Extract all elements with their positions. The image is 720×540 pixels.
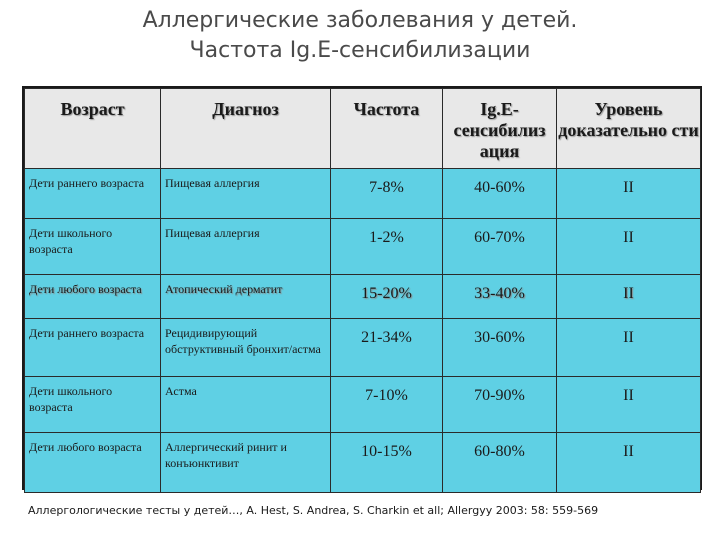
cell-ige: 70-90% [442, 376, 557, 433]
title-line-2: Частота Ig.E-сенсибилизации [189, 38, 531, 63]
cell-age: Дети любого возраста [24, 432, 161, 493]
cell-ige: 40-60% [442, 168, 557, 219]
header-age: Возраст [24, 88, 161, 169]
source-footnote: Аллергологические тесты у детей…, A. Hes… [28, 504, 599, 517]
cell-age: Дети школьного возраста [24, 376, 161, 433]
cell-age: Дети школьного возраста [24, 218, 161, 275]
header-diagnosis: Диагноз [160, 88, 331, 169]
cell-level: II [556, 318, 701, 377]
table-row: Дети школьного возраста Астма 7-10% 70-9… [24, 376, 701, 433]
header-ige: Ig.E-сенсибилиз ация [442, 88, 557, 169]
cell-diagnosis: Пищевая аллергия [160, 218, 331, 275]
cell-diagnosis: Пищевая аллергия [160, 168, 331, 219]
cell-level: II [556, 376, 701, 433]
data-table-container: Возраст Диагноз Частота Ig.E-сенсибилиз … [22, 86, 702, 493]
cell-level: II [556, 168, 701, 219]
cell-frequency: 1-2% [330, 218, 443, 275]
table-row: Дети школьного возраста Пищевая аллергия… [24, 218, 701, 275]
cell-ige: 60-70% [442, 218, 557, 275]
allergy-table: Возраст Диагноз Частота Ig.E-сенсибилиз … [24, 88, 701, 493]
cell-age: Дети любого возраста [24, 274, 161, 319]
cell-frequency: 7-10% [330, 376, 443, 433]
table-row: Дети любого возраста Атопический дермати… [24, 274, 701, 319]
table-row: Дети раннего возраста Пищевая аллергия 7… [24, 168, 701, 219]
cell-diagnosis: Аллергический ринит и конъюнктивит [160, 432, 331, 493]
cell-diagnosis: Рецидивирующий обструктивный бронхит/аст… [160, 318, 331, 377]
title-line-1: Аллергические заболевания у детей. [142, 8, 578, 33]
cell-frequency: 7-8% [330, 168, 443, 219]
table-row: Дети раннего возраста Рецидивирующий обс… [24, 318, 701, 377]
cell-level: II [556, 274, 701, 319]
cell-level: II [556, 432, 701, 493]
cell-age: Дети раннего возраста [24, 318, 161, 377]
cell-ige: 30-60% [442, 318, 557, 377]
cell-diagnosis: Астма [160, 376, 331, 433]
header-frequency: Частота [330, 88, 443, 169]
cell-frequency: 21-34% [330, 318, 443, 377]
cell-frequency: 15-20% [330, 274, 443, 319]
header-evidence-level: Уровень доказательно сти [556, 88, 701, 169]
slide-title: Аллергические заболевания у детей. Часто… [0, 6, 720, 66]
cell-diagnosis: Атопический дерматит [160, 274, 331, 319]
table-row: Дети любого возраста Аллергический ринит… [24, 432, 701, 493]
cell-ige: 33-40% [442, 274, 557, 319]
cell-ige: 60-80% [442, 432, 557, 493]
table-header-row: Возраст Диагноз Частота Ig.E-сенсибилиз … [24, 88, 701, 169]
cell-level: II [556, 218, 701, 275]
cell-frequency: 10-15% [330, 432, 443, 493]
cell-age: Дети раннего возраста [24, 168, 161, 219]
